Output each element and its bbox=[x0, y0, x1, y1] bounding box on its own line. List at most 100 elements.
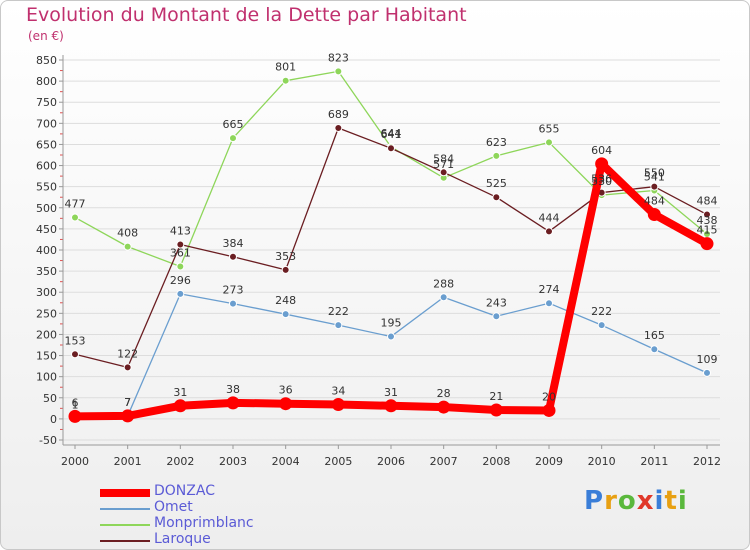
y-tick-label: 0 bbox=[50, 413, 57, 426]
x-tick-label: 2002 bbox=[166, 455, 194, 468]
data-point bbox=[173, 399, 187, 413]
legend-label-omet: Omet bbox=[154, 499, 193, 515]
data-label: 413 bbox=[170, 225, 191, 238]
data-label: 408 bbox=[117, 227, 138, 240]
data-label: 584 bbox=[433, 152, 454, 165]
y-tick-label: 50 bbox=[43, 392, 57, 405]
data-label: 31 bbox=[384, 386, 398, 399]
data-point bbox=[229, 299, 237, 308]
data-label: 655 bbox=[539, 122, 560, 135]
y-tick-label: 550 bbox=[36, 181, 57, 194]
x-tick-label: 2001 bbox=[114, 455, 142, 468]
data-point bbox=[439, 293, 448, 302]
data-point bbox=[226, 396, 240, 410]
data-point bbox=[650, 345, 659, 354]
data-point bbox=[229, 252, 237, 261]
data-point bbox=[650, 182, 659, 191]
data-label: 243 bbox=[486, 296, 507, 309]
data-label: 530 bbox=[591, 175, 612, 188]
logo-letter: o bbox=[617, 486, 637, 516]
data-label: 288 bbox=[433, 277, 454, 290]
data-label: 665 bbox=[223, 118, 244, 131]
data-label: 36 bbox=[279, 384, 293, 397]
logo-letter: i bbox=[654, 486, 665, 516]
data-point bbox=[176, 240, 185, 249]
data-label: 31 bbox=[173, 386, 187, 399]
data-point bbox=[176, 262, 185, 271]
legend-label-donzac: DONZAC bbox=[154, 483, 215, 499]
y-tick-label: 300 bbox=[36, 286, 57, 299]
data-point bbox=[68, 409, 82, 423]
data-label: 536 bbox=[591, 173, 612, 186]
data-label: 477 bbox=[65, 197, 86, 210]
data-point bbox=[123, 363, 132, 372]
data-label: 415 bbox=[697, 224, 718, 237]
data-label: 444 bbox=[539, 211, 560, 224]
data-label: 222 bbox=[591, 305, 612, 318]
x-tick-label: 2012 bbox=[693, 455, 721, 468]
y-tick-label: 350 bbox=[36, 265, 57, 278]
data-point bbox=[123, 242, 132, 251]
y-tick-label: 450 bbox=[36, 223, 57, 236]
data-label: 801 bbox=[275, 61, 296, 74]
data-point bbox=[545, 299, 553, 308]
data-point bbox=[71, 213, 79, 222]
x-tick-label: 2005 bbox=[324, 455, 352, 468]
data-point bbox=[545, 227, 553, 236]
data-label: 550 bbox=[644, 167, 665, 180]
y-tick-label: 800 bbox=[36, 75, 57, 88]
data-point bbox=[489, 403, 503, 417]
data-label: 38 bbox=[226, 383, 240, 396]
data-point bbox=[700, 237, 714, 251]
data-point bbox=[439, 168, 448, 177]
data-point bbox=[334, 321, 343, 330]
data-point bbox=[281, 310, 290, 319]
x-tick-label: 2000 bbox=[61, 455, 89, 468]
data-label: 525 bbox=[486, 177, 507, 190]
proxiti-logo: Proxiti bbox=[584, 486, 688, 516]
data-point bbox=[387, 144, 395, 153]
y-tick-label: 600 bbox=[36, 160, 57, 173]
data-point bbox=[597, 321, 606, 330]
legend-swatch-omet bbox=[100, 508, 150, 510]
data-point bbox=[229, 134, 237, 143]
y-tick-label: 500 bbox=[36, 202, 57, 215]
legend-item-monprimblanc: Monprimblanc bbox=[100, 515, 360, 533]
logo-letter: i bbox=[677, 486, 688, 516]
data-label: 165 bbox=[644, 329, 665, 342]
data-label: 541 bbox=[644, 170, 665, 183]
data-label: 571 bbox=[433, 158, 454, 171]
data-point bbox=[387, 332, 395, 341]
data-label: 153 bbox=[65, 334, 86, 347]
data-label: 21 bbox=[489, 390, 503, 403]
data-label: 353 bbox=[275, 250, 296, 263]
data-point bbox=[492, 151, 501, 160]
data-point bbox=[545, 138, 553, 147]
data-point bbox=[334, 123, 343, 132]
data-point bbox=[492, 193, 501, 202]
data-point bbox=[703, 368, 711, 377]
data-label: 273 bbox=[223, 284, 244, 297]
data-label: 28 bbox=[437, 387, 451, 400]
data-point bbox=[176, 289, 185, 298]
data-point bbox=[281, 76, 290, 85]
x-tick-label: 2007 bbox=[430, 455, 458, 468]
data-point bbox=[331, 398, 345, 412]
data-label: 823 bbox=[328, 51, 349, 64]
data-label: 1 bbox=[72, 398, 79, 411]
legend-swatch-donzac bbox=[100, 489, 150, 497]
legend-swatch-laroque bbox=[100, 540, 150, 542]
chart-title: Evolution du Montant de la Dette par Hab… bbox=[26, 4, 467, 26]
data-label: 623 bbox=[486, 136, 507, 149]
data-label: 122 bbox=[117, 347, 138, 360]
data-label: 248 bbox=[275, 294, 296, 307]
legend-label-laroque: Laroque bbox=[154, 531, 211, 547]
data-label: 34 bbox=[331, 385, 345, 398]
y-tick-label: 150 bbox=[36, 350, 57, 363]
data-point bbox=[595, 157, 609, 171]
y-tick-label: 700 bbox=[36, 117, 57, 130]
y-tick-label: 750 bbox=[36, 96, 57, 109]
data-point bbox=[334, 67, 343, 76]
data-point bbox=[542, 403, 556, 417]
